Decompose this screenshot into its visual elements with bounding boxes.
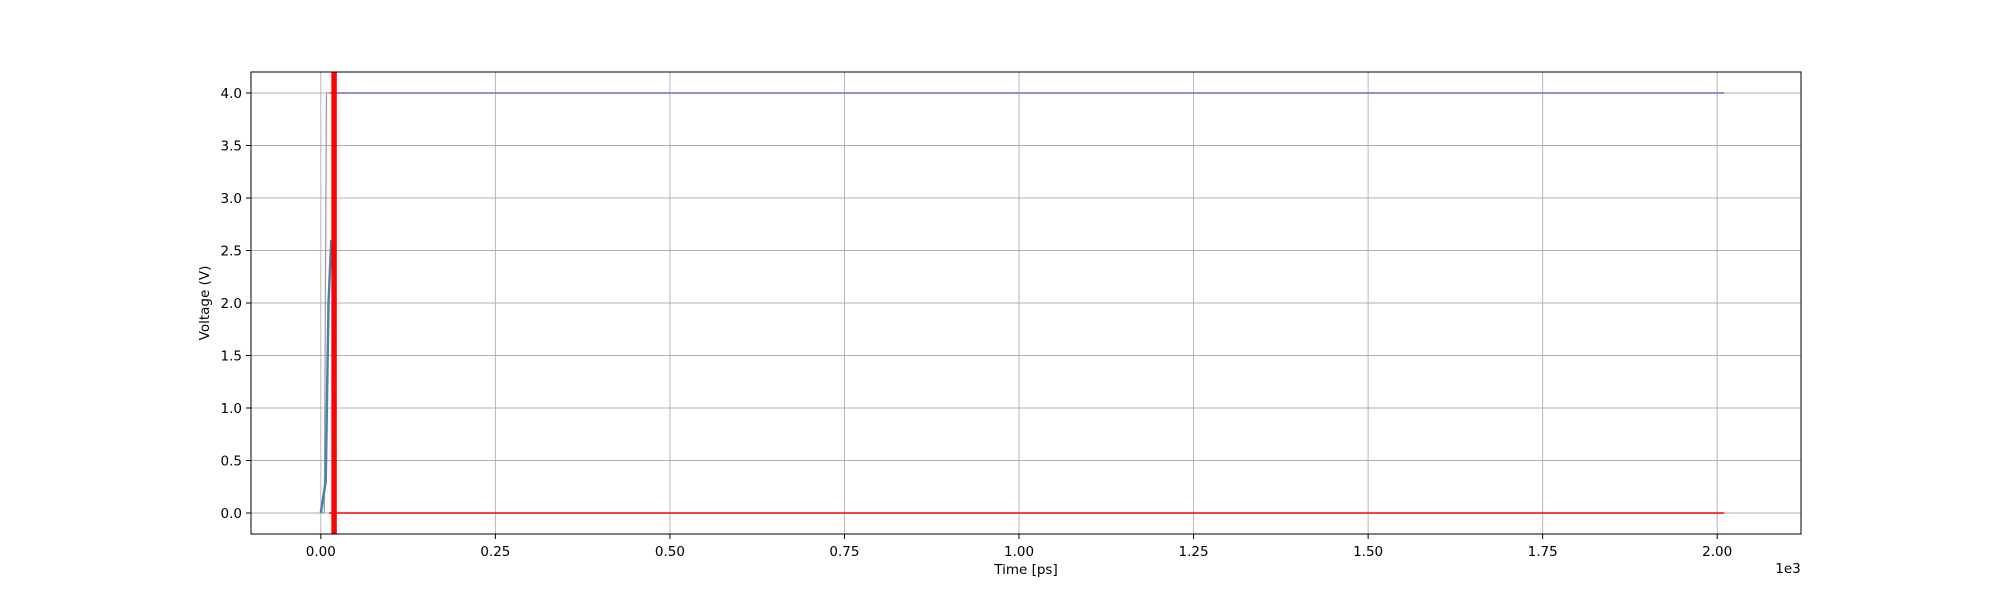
y-tick-label: 0.5 xyxy=(221,454,242,470)
x-tick-label: 0.50 xyxy=(655,544,685,560)
y-axis-label: Voltage (V) xyxy=(197,266,213,341)
y-axis-ticks: 0.0 0.5 1.0 1.5 2.0 2.5 3.0 3.5 4.0 xyxy=(221,86,251,522)
x-tick-label: 1.25 xyxy=(1179,544,1209,560)
plot-area xyxy=(319,72,1725,534)
x-tick-label: 1.50 xyxy=(1353,544,1383,560)
x-axis-offset-text: 1e3 xyxy=(1775,561,1800,577)
x-tick-label: 0.00 xyxy=(306,544,336,560)
x-tick-label: 1.75 xyxy=(1528,544,1558,560)
x-tick-label: 0.25 xyxy=(480,544,510,560)
y-tick-label: 2.0 xyxy=(221,296,242,312)
y-tick-label: 1.0 xyxy=(221,401,242,417)
y-tick-label: 3.0 xyxy=(221,191,242,207)
x-axis-label: Time [ps] xyxy=(993,562,1057,578)
x-tick-label: 0.75 xyxy=(829,544,859,560)
y-tick-label: 1.5 xyxy=(221,349,242,365)
x-tick-label: 2.00 xyxy=(1702,544,1732,560)
y-tick-label: 0.0 xyxy=(221,506,242,522)
x-axis-ticks: 0.00 0.25 0.50 0.75 1.00 1.25 1.50 1.75 2.00 xyxy=(306,534,1732,560)
y-tick-label: 4.0 xyxy=(221,86,242,102)
y-tick-label: 3.5 xyxy=(221,139,242,155)
y-tick-label: 2.5 xyxy=(221,244,242,260)
x-tick-label: 1.00 xyxy=(1004,544,1034,560)
series-line-2 xyxy=(319,239,333,514)
